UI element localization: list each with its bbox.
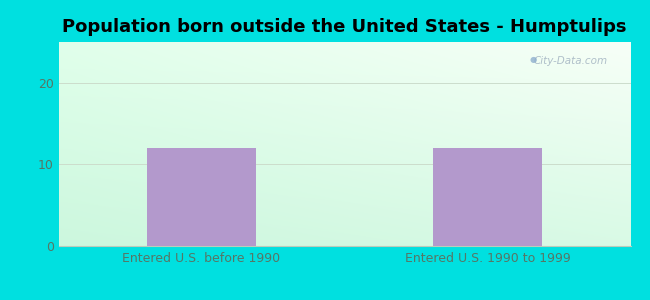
Bar (433, 148, 542, 246)
Text: City-Data.com: City-Data.com (534, 56, 608, 66)
Bar (147, 148, 256, 246)
Text: ●: ● (530, 55, 537, 64)
Title: Population born outside the United States - Humptulips: Population born outside the United State… (62, 18, 627, 36)
